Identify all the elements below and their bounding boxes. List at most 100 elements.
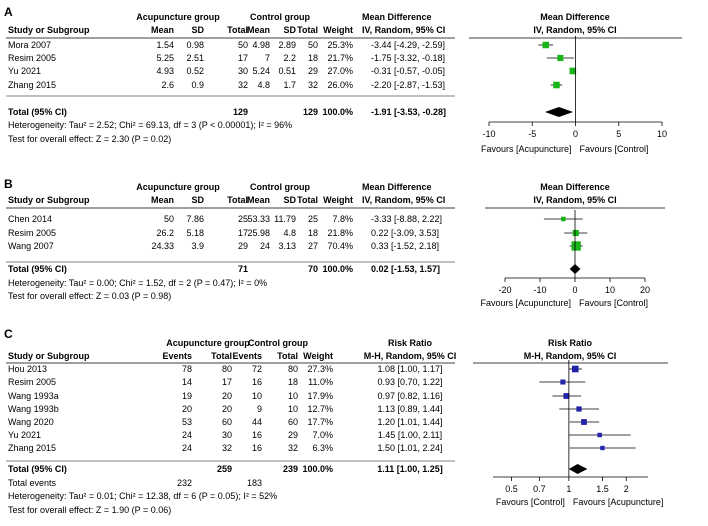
panel-b-study-name: Wang 2007 bbox=[8, 241, 54, 251]
panel-b-effect-header: Mean Difference bbox=[362, 182, 432, 192]
panel-c-events2: 16 bbox=[252, 430, 262, 440]
panel-c-effect-header: Risk Ratio bbox=[388, 338, 433, 348]
panel-a-label: A bbox=[4, 5, 13, 19]
panel-c-col-header: Weight bbox=[303, 351, 333, 361]
panel-c-study-name: Yu 2021 bbox=[8, 430, 41, 440]
panel-c-events1: 78 bbox=[182, 364, 192, 374]
panel-c-weight: 6.3% bbox=[312, 443, 333, 453]
panel-a-point-estimate bbox=[557, 54, 564, 62]
panel-c-study-name: Hou 2013 bbox=[8, 364, 47, 374]
panel-b-col-header: Weight bbox=[323, 195, 353, 205]
panel-a-sd2: 1.7 bbox=[283, 80, 296, 90]
panel-a-overall-test: Test for overall effect: Z = 2.30 (P = 0… bbox=[8, 134, 171, 144]
panel-c-tick-label: 1 bbox=[566, 484, 571, 494]
panel-a-n2: 18 bbox=[308, 53, 318, 63]
panel-a-study-name: Mora 2007 bbox=[8, 40, 51, 50]
panel-b-n2: 18 bbox=[308, 228, 318, 238]
panel-a-ci-text: -0.31 [-0.57, -0.05] bbox=[371, 66, 445, 76]
panel-c-ci-text: 0.93 [0.70, 1.22] bbox=[377, 377, 442, 387]
panel-a-point-estimate bbox=[569, 67, 577, 75]
panel-b-total-n1: 71 bbox=[238, 264, 248, 274]
panel-c-n1: 20 bbox=[222, 391, 232, 401]
panel-c-study-name: Wang 1993a bbox=[8, 391, 59, 401]
panel-b-mean1: 50 bbox=[164, 214, 174, 224]
panel-a-col-header: Mean bbox=[247, 25, 270, 35]
panel-c-events-total1: 232 bbox=[177, 478, 192, 488]
panel-b-plot-header: Mean Difference bbox=[540, 182, 610, 192]
panel-b-heterogeneity: Heterogeneity: Tau² = 0.00; Chi² = 1.52,… bbox=[8, 278, 267, 288]
panel-b-col-header: Mean bbox=[247, 195, 270, 205]
panel-a-col-header: Weight bbox=[323, 25, 353, 35]
panel-c-events1: 20 bbox=[182, 404, 192, 414]
panel-c-point-estimate bbox=[597, 432, 602, 438]
panel-c-ci-text: 1.50 [1.01, 2.24] bbox=[377, 443, 442, 453]
panel-a-sd2: 2.2 bbox=[283, 53, 296, 63]
panel-a-sd1: 0.52 bbox=[186, 66, 204, 76]
panel-c-total-label: Total (95% CI) bbox=[8, 464, 67, 474]
panel-a-study-name: Resim 2005 bbox=[8, 53, 56, 63]
panel-b-study-name: Chen 2014 bbox=[8, 214, 52, 224]
panel-a-mean1: 2.6 bbox=[161, 80, 174, 90]
panel-c-ci-text: 1.20 [1.01, 1.44] bbox=[377, 417, 442, 427]
panel-c-ci-text: 1.13 [0.89, 1.44] bbox=[377, 404, 442, 414]
panel-a-effect-sub: IV, Random, 95% CI bbox=[362, 25, 445, 35]
panel-a-n2: 29 bbox=[308, 66, 318, 76]
panel-a-n1: 32 bbox=[238, 80, 248, 90]
panel-b-n2: 27 bbox=[308, 241, 318, 251]
panel-b-weight: 70.4% bbox=[327, 241, 353, 251]
panel-b-sd1: 3.9 bbox=[191, 241, 204, 251]
panel-c-ci-text: 1.45 [1.00, 2.11] bbox=[378, 430, 442, 440]
panel-c-group1-header: Acupuncture group bbox=[166, 338, 250, 348]
panel-a-weight: 26.0% bbox=[327, 80, 353, 90]
panel-c-col-header: Events bbox=[162, 351, 192, 361]
panel-c-study-name: Zhang 2015 bbox=[8, 443, 56, 453]
panel-b-study-name: Resim 2005 bbox=[8, 228, 56, 238]
panel-b-point-estimate bbox=[571, 241, 581, 251]
panel-c-n2: 60 bbox=[288, 417, 298, 427]
panel-a-mean2: 7 bbox=[265, 53, 270, 63]
panel-c-n2: 10 bbox=[288, 404, 298, 414]
panel-b-point-estimate bbox=[572, 229, 579, 237]
panel-c-tick-label: 0.7 bbox=[533, 484, 546, 494]
panel-c-n2: 10 bbox=[288, 391, 298, 401]
panel-a-tick-label: -5 bbox=[528, 129, 536, 139]
panel-a-point-estimate bbox=[542, 41, 549, 49]
panel-c-events2: 72 bbox=[252, 364, 262, 374]
panel-a-total-weight: 100.0% bbox=[322, 107, 353, 117]
panel-c-weight: 17.9% bbox=[307, 391, 333, 401]
panel-c-point-estimate bbox=[563, 393, 570, 399]
panel-b-sd1: 5.18 bbox=[186, 228, 204, 238]
panel-c-col-header: Events bbox=[232, 351, 262, 361]
panel-a-n2: 50 bbox=[308, 40, 318, 50]
panel-c-events1: 24 bbox=[182, 430, 192, 440]
panel-b-plot-sub: IV, Random, 95% CI bbox=[533, 195, 616, 205]
panel-b-sd2: 11.79 bbox=[274, 214, 296, 224]
panel-a-mean1: 5.25 bbox=[156, 53, 174, 63]
panel-a-weight: 27.0% bbox=[327, 66, 353, 76]
panel-c-plot-sub: M-H, Random, 95% CI bbox=[524, 351, 617, 361]
panel-a-col-header: Study or Subgroup bbox=[8, 25, 90, 35]
panel-c-events2: 10 bbox=[252, 391, 262, 401]
panel-c-weight: 12.7% bbox=[307, 404, 333, 414]
panel-c-overall-test: Test for overall effect: Z = 1.90 (P = 0… bbox=[8, 505, 171, 515]
panel-b-ci-text: 0.22 [-3.09, 3.53] bbox=[371, 228, 439, 238]
panel-b-total-label: Total (95% CI) bbox=[8, 264, 67, 274]
panel-a-ci-text: -1.75 [-3.32, -0.18] bbox=[371, 53, 445, 63]
panel-c-n2: 80 bbox=[288, 364, 298, 374]
panel-c-events1: 53 bbox=[182, 417, 192, 427]
panel-a-ci-text: -3.44 [-4.29, -2.59] bbox=[371, 40, 445, 50]
panel-a-effect-header: Mean Difference bbox=[362, 12, 432, 22]
panel-b-total-ci-text: 0.02 [-1.53, 1.57] bbox=[371, 264, 440, 274]
panel-a-sd2: 2.89 bbox=[278, 40, 296, 50]
panel-c-study-name: Wang 2020 bbox=[8, 417, 54, 427]
panel-b-col-header: Mean bbox=[151, 195, 174, 205]
panel-b-col-header: SD bbox=[191, 195, 204, 205]
panel-b-favours-left: Favours [Acupuncture] bbox=[480, 298, 571, 308]
panel-b-col-header: Total bbox=[227, 195, 248, 205]
panel-b-group2-header: Control group bbox=[250, 182, 310, 192]
panel-a-sd1: 0.98 bbox=[186, 40, 204, 50]
panel-c-weight: 7.0% bbox=[312, 430, 333, 440]
panel-a-sd1: 2.51 bbox=[186, 53, 204, 63]
panel-b-col-header: Study or Subgroup bbox=[8, 195, 90, 205]
panel-b-effect-sub: IV, Random, 95% CI bbox=[362, 195, 445, 205]
